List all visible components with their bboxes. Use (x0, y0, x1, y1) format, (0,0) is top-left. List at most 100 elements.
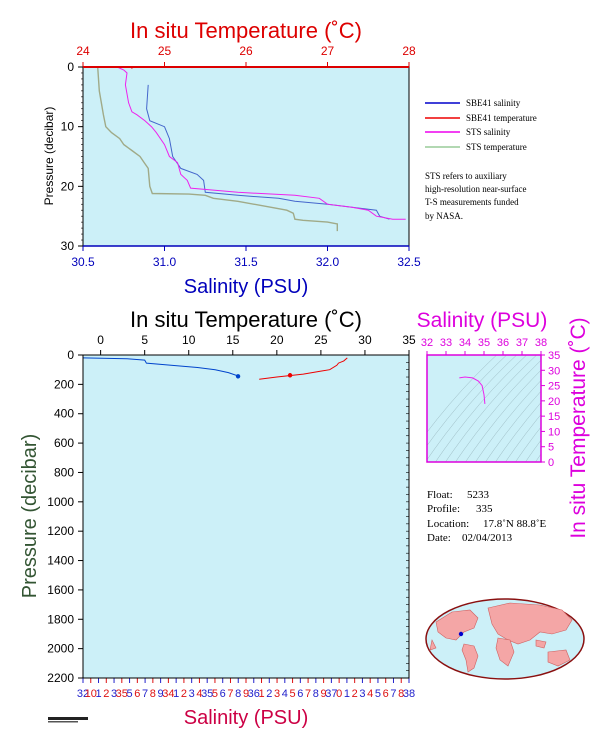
main-temperature-tick-label: 25 (314, 333, 328, 347)
main-series-lines (82, 357, 348, 380)
main-salinity-tick-label: 2 (352, 688, 358, 700)
main-salinity-tick-label: 7 (305, 688, 311, 700)
main-salinity-tick-label: 7 (142, 688, 148, 700)
note-line-2: high-resolution near-surface (425, 184, 527, 194)
main-salinity-tick-label: 5 (375, 688, 381, 700)
main-series-salinity (82, 357, 239, 379)
main-pressure-tick-label: 1400 (47, 554, 74, 568)
ts-density-contour (427, 355, 497, 433)
main-ylabel: Pressure (decibar) (19, 434, 41, 599)
main-salinity-tick-label: 34 (162, 688, 174, 700)
main-pressure-tick-label: 1600 (47, 583, 74, 597)
main-salinity-tick-label: 3 (359, 688, 365, 700)
main-salinity-tick-label: 4 (196, 688, 202, 700)
main-salinity-tick-label: 1 (173, 688, 179, 700)
main-salinity-tick-label: 4 (367, 688, 373, 700)
ts-temperature-tick-label: 20 (548, 396, 560, 408)
ts-temperature-tick-label: 35 (548, 350, 560, 362)
float-info: Float: 5233 Profile: 335 Location: 17.8˚… (427, 489, 547, 544)
main-salinity-tick-label: 35 (201, 688, 213, 700)
main-salinity-tick-label: 9 (243, 688, 249, 700)
main-salinity-tick-label: 1 (344, 688, 350, 700)
ts-temperature-tick-label: 10 (548, 426, 560, 438)
note-line-3: T-S measurements funded (425, 197, 519, 207)
top-plot-area (83, 67, 409, 246)
main-salinity-tick-label: 6 (134, 688, 140, 700)
top-salinity-tick-label: 32.5 (397, 255, 421, 269)
main-temperature-tick-label: 0 (97, 333, 104, 347)
ts-ylabel: In situ Temperature (˚C) (567, 317, 590, 538)
main-plot-frame (82, 354, 410, 679)
legend-label-sbe41-salinity: SBE41 salinity (466, 98, 521, 108)
main-temperature-tick-label: 35 (402, 333, 416, 347)
ts-density-contour (515, 426, 541, 462)
main-xlabel: Salinity (PSU) (184, 707, 308, 729)
main-salinity-tick-label: 7 (227, 688, 233, 700)
main-salinity-tick-label: 0 (336, 688, 342, 700)
ts-axis-ticks: 32 33 34 35 36 37 38 0 5 10 15 20 25 30 35 (421, 337, 560, 469)
ts-density-contour (427, 355, 507, 446)
main-salinity-tick-label: 2 (103, 688, 109, 700)
ts-plot-frame (426, 354, 542, 463)
top-temperature-tick-label: 25 (158, 44, 172, 58)
top-temperature-tick-label: 24 (76, 44, 90, 58)
legend-label-sts-salinity: STS salinity (466, 127, 511, 137)
ts-salinity-tick-label: 33 (440, 337, 452, 349)
ts-salinity-tick-label: 36 (497, 337, 509, 349)
note-line-4: by NASA. (425, 211, 463, 221)
main-salinity-tick-label: 8 (150, 688, 156, 700)
main-plot-area (83, 355, 409, 678)
main-salinity-tick-label: 8 (398, 688, 404, 700)
ts-salinity-tick-label: 35 (478, 337, 490, 349)
top-series-sts-salinity (116, 66, 406, 220)
ts-series-lines (459, 376, 486, 404)
main-salinity-tick-label: 5 (127, 688, 133, 700)
profile-value: 335 (476, 503, 493, 515)
top-temperature-tick-label: 27 (321, 44, 335, 58)
main-temperature-tick-label: 10 (182, 333, 196, 347)
ts-title: Salinity (PSU) (417, 309, 548, 332)
top-salinity-tick-label: 31.5 (234, 255, 258, 269)
main-temperature-tick-label: 5 (141, 333, 148, 347)
ts-density-contour (435, 355, 527, 462)
ts-salinity-tick-label: 34 (459, 337, 471, 349)
ts-density-contour (485, 390, 541, 462)
main-salinity-tick-label: 2 (181, 688, 187, 700)
top-pressure-tick-label: 0 (67, 60, 74, 74)
top-salinity-tick-label: 30.5 (71, 255, 95, 269)
main-salinity-tick-label: 38 (403, 688, 415, 700)
main-salinity-tick-label: 2 (266, 688, 272, 700)
profile-label: Profile: (427, 503, 460, 515)
main-salinity-tick-label: 32 (77, 688, 89, 700)
top-legend: SBE41 salinity SBE41 temperature STS sal… (425, 98, 537, 152)
main-pressure-tick-label: 1200 (47, 524, 74, 538)
date-value: 02/04/2013 (462, 532, 513, 544)
main-series-temperature (259, 357, 348, 380)
main-chart: In situ Temperature (˚C) Pressure (decib… (19, 307, 416, 729)
ts-chart: Salinity (PSU) In situ Temperature (˚C) … (417, 309, 590, 539)
main-salinity-tick-label: 5 (212, 688, 218, 700)
top-pressure-tick-label: 20 (61, 179, 75, 193)
main-salinity-tick-label: 6 (220, 688, 226, 700)
ts-temperature-tick-label: 15 (548, 411, 560, 423)
main-salinity-tick-label: 37 (325, 688, 337, 700)
ts-density-contour (495, 402, 541, 462)
main-pressure-tick-label: 2000 (47, 642, 74, 656)
top-salinity-tick-label: 31.0 (153, 255, 177, 269)
ts-salinity-tick-label: 32 (421, 337, 433, 349)
main-salinity-tick-label: 10 (85, 688, 97, 700)
ts-temperature-tick-label: 5 (548, 442, 554, 454)
ts-salinity-tick-label: 37 (516, 337, 528, 349)
ts-density-contour (475, 380, 541, 462)
main-pressure-tick-label: 600 (54, 436, 74, 450)
main-salinity-tick-label: 4 (282, 688, 288, 700)
ts-density-contour (455, 359, 541, 462)
main-salinity-tick-label: 3 (274, 688, 280, 700)
main-pressure-tick-label: 800 (54, 465, 74, 479)
main-pressure-tick-label: 2200 (47, 671, 74, 685)
top-pressure-tick-label: 10 (61, 120, 75, 134)
top-title: In situ Temperature (˚C) (130, 18, 362, 43)
top-series-sts-temperature (97, 66, 338, 232)
main-temperature-tick-label: 20 (270, 333, 284, 347)
main-salinity-tick-label: 3 (111, 688, 117, 700)
